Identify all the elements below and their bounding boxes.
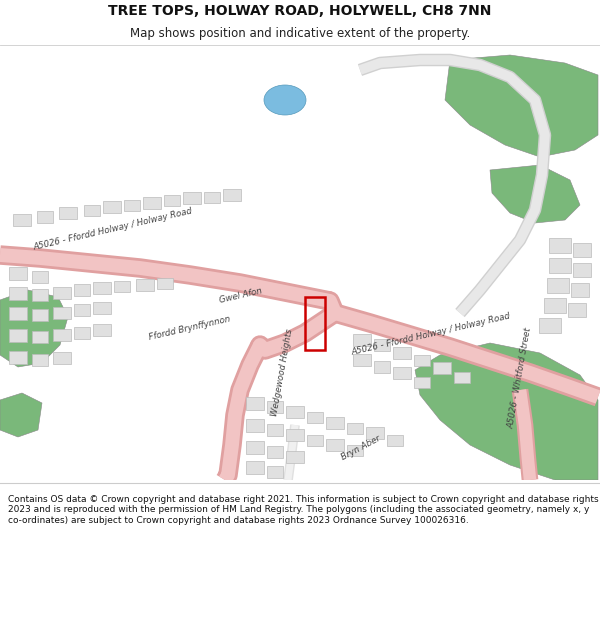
- Polygon shape: [0, 290, 68, 367]
- Text: Map shows position and indicative extent of the property.: Map shows position and indicative extent…: [130, 28, 470, 40]
- Bar: [114, 281, 130, 291]
- Bar: [9, 329, 27, 341]
- Bar: [387, 434, 403, 446]
- Bar: [568, 303, 586, 317]
- Text: A5026 - Whitford Street: A5026 - Whitford Street: [507, 326, 533, 429]
- Bar: [136, 279, 154, 291]
- Bar: [454, 371, 470, 382]
- Bar: [246, 461, 264, 474]
- Bar: [84, 204, 100, 216]
- Text: Ffordd Brynffynnon: Ffordd Brynffynnon: [148, 314, 231, 342]
- Text: A5026 - Ffordd Holway / Holway Road: A5026 - Ffordd Holway / Holway Road: [350, 311, 511, 357]
- Bar: [547, 278, 569, 292]
- Polygon shape: [490, 165, 580, 223]
- Bar: [93, 282, 111, 294]
- Bar: [32, 271, 48, 283]
- Text: Bryn Aber: Bryn Aber: [340, 434, 382, 462]
- Bar: [103, 201, 121, 213]
- Bar: [539, 318, 561, 332]
- Bar: [246, 419, 264, 431]
- Bar: [32, 289, 48, 301]
- Ellipse shape: [264, 85, 306, 115]
- Bar: [374, 361, 390, 373]
- Bar: [183, 192, 201, 204]
- Bar: [13, 214, 31, 226]
- Bar: [393, 367, 411, 379]
- Bar: [9, 306, 27, 319]
- Bar: [74, 327, 90, 339]
- Bar: [53, 307, 71, 319]
- Polygon shape: [0, 393, 42, 437]
- Bar: [223, 189, 241, 201]
- Bar: [307, 434, 323, 446]
- Bar: [32, 331, 48, 343]
- Bar: [93, 302, 111, 314]
- Bar: [353, 334, 371, 346]
- Bar: [53, 287, 71, 299]
- Bar: [286, 429, 304, 441]
- Bar: [32, 309, 48, 321]
- Bar: [549, 238, 571, 252]
- Bar: [267, 466, 283, 478]
- Bar: [53, 329, 71, 341]
- Polygon shape: [445, 55, 598, 157]
- Bar: [74, 304, 90, 316]
- Bar: [347, 422, 363, 434]
- Bar: [571, 283, 589, 297]
- Bar: [74, 284, 90, 296]
- Bar: [37, 211, 53, 223]
- Bar: [286, 406, 304, 418]
- Bar: [573, 263, 591, 277]
- Bar: [93, 324, 111, 336]
- Bar: [267, 424, 283, 436]
- Bar: [59, 207, 77, 219]
- Bar: [246, 396, 264, 409]
- Bar: [366, 427, 384, 439]
- Bar: [204, 191, 220, 202]
- Bar: [9, 286, 27, 299]
- Bar: [267, 446, 283, 458]
- Bar: [305, 297, 325, 350]
- Bar: [326, 439, 344, 451]
- Bar: [374, 339, 390, 351]
- Bar: [393, 347, 411, 359]
- Polygon shape: [415, 343, 598, 480]
- Bar: [414, 376, 430, 388]
- Bar: [307, 411, 323, 422]
- Bar: [326, 417, 344, 429]
- Bar: [53, 352, 71, 364]
- Text: Wedgewood Heights: Wedgewood Heights: [270, 328, 294, 417]
- Bar: [143, 197, 161, 209]
- Bar: [9, 351, 27, 364]
- Bar: [347, 444, 363, 456]
- Bar: [433, 362, 451, 374]
- Bar: [544, 298, 566, 312]
- Bar: [353, 354, 371, 366]
- Text: Contains OS data © Crown copyright and database right 2021. This information is : Contains OS data © Crown copyright and d…: [8, 495, 599, 525]
- Bar: [246, 441, 264, 454]
- Bar: [32, 354, 48, 366]
- Bar: [124, 199, 140, 211]
- Bar: [573, 243, 591, 257]
- Bar: [414, 354, 430, 366]
- Bar: [9, 266, 27, 279]
- Bar: [164, 194, 180, 206]
- Text: A5026 - Ffordd Holway / Holway Road: A5026 - Ffordd Holway / Holway Road: [32, 206, 193, 252]
- Text: Gwel Afon: Gwel Afon: [218, 286, 263, 305]
- Bar: [267, 401, 283, 413]
- Bar: [286, 451, 304, 463]
- Text: TREE TOPS, HOLWAY ROAD, HOLYWELL, CH8 7NN: TREE TOPS, HOLWAY ROAD, HOLYWELL, CH8 7N…: [109, 4, 491, 18]
- Bar: [549, 258, 571, 272]
- Bar: [157, 278, 173, 289]
